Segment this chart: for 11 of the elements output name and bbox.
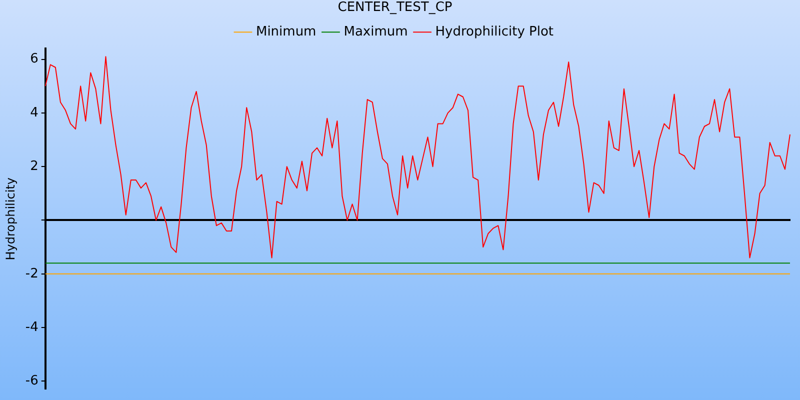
y-tick-label: 2 [30,158,38,174]
y-tick-label: -2 [25,266,38,282]
y-tick-label: -4 [25,320,38,335]
legend-label: Hydrophilicity Plot [435,24,554,40]
y-tick-label: 6 [30,52,38,67]
chart-title: CENTER_TEST_CP [338,0,452,16]
y-axis-title: Hydrophilicity [3,178,18,260]
y-tick-label: -6 [25,374,38,389]
legend-label: Maximum [344,24,408,40]
legend-label: Minimum [256,24,316,40]
y-tick-label: 4 [30,105,38,120]
